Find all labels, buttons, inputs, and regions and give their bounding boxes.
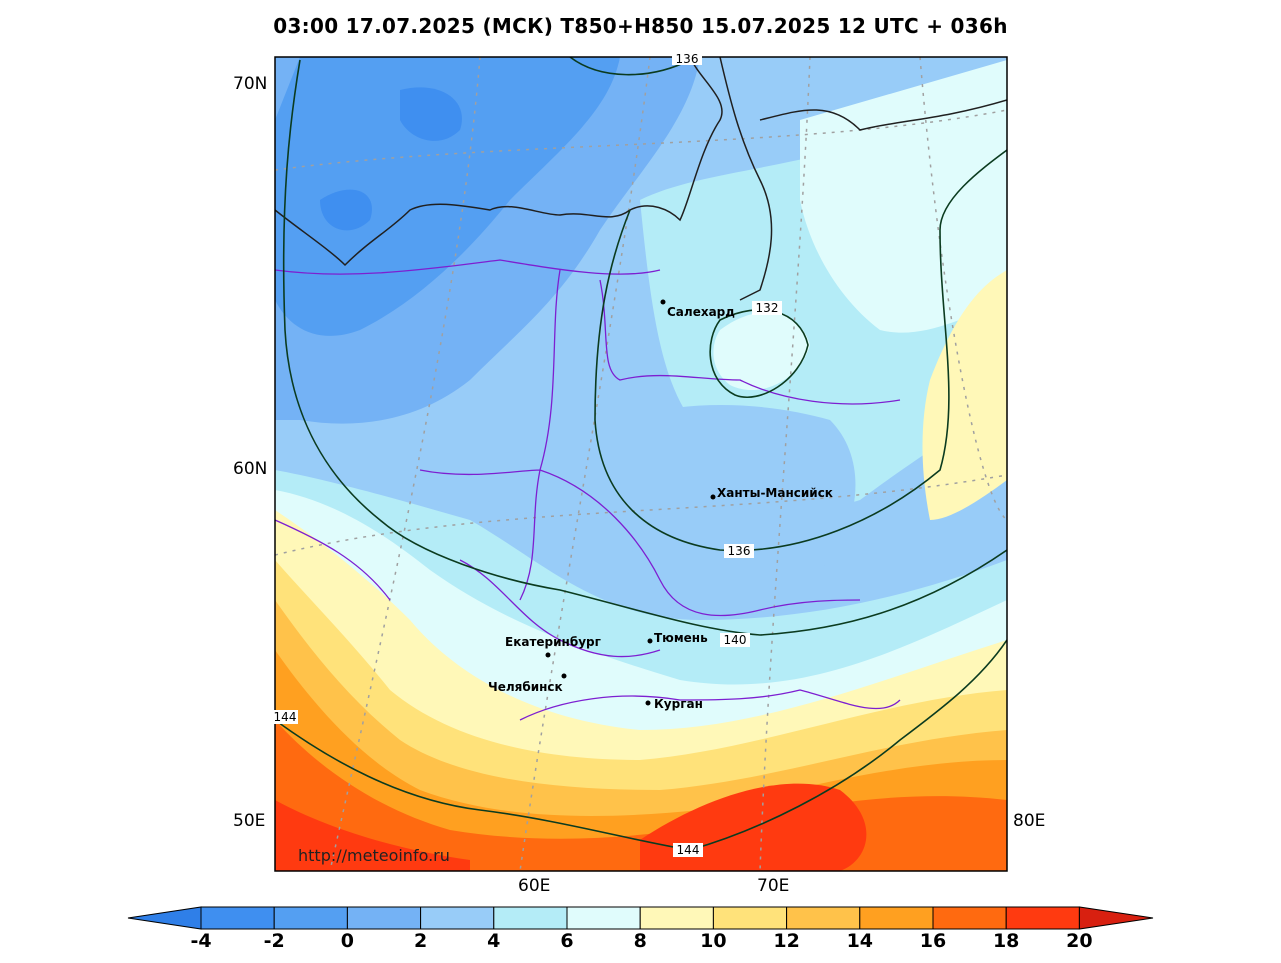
colorbar-segment xyxy=(420,906,495,930)
city-label-salekhard: Салехард xyxy=(667,305,735,319)
city-label-khanty-mansiysk: Ханты-Мансийск xyxy=(717,486,833,500)
colorbar-tick-label: 2 xyxy=(413,930,428,952)
coastline xyxy=(275,57,1007,301)
map-frame xyxy=(274,56,1008,872)
lon-label-70e: 70E xyxy=(757,876,790,896)
colorbar-segment xyxy=(639,906,714,930)
colorbar-segment xyxy=(346,906,422,930)
city-dot-yekaterinburg xyxy=(545,652,551,658)
lon-label-80e: 80E xyxy=(1013,811,1046,831)
colorbar-arrow-left xyxy=(127,906,202,930)
city-dot-salekhard xyxy=(660,299,666,305)
colorbar-tick-label: 16 xyxy=(919,930,947,952)
colorbar-segment xyxy=(493,906,568,930)
isohypses xyxy=(275,57,1007,851)
isohypse-label-136-top: 136 xyxy=(676,52,699,66)
colorbar-tick-label: 12 xyxy=(773,930,800,952)
city-dot-khanty-mansiysk xyxy=(710,494,716,500)
isohypse-label-144: 144 xyxy=(677,843,700,857)
lon-label-50e: 50E xyxy=(233,811,266,831)
colorbar-tick-label: 20 xyxy=(1066,930,1093,952)
watermark: http://meteoinfo.ru xyxy=(298,846,450,865)
isohypse-label-136: 136 xyxy=(728,544,751,558)
city-label-tyumen: Тюмень xyxy=(654,631,708,645)
graticule xyxy=(275,57,1007,871)
colorbar-segment xyxy=(932,906,1007,930)
colorbar-tick-label: 10 xyxy=(700,930,727,952)
temperature-field: http://meteoinfo.ru xyxy=(275,57,1007,871)
colorbar-tick-label: -2 xyxy=(263,930,285,952)
colorbar-segment xyxy=(273,906,348,930)
map-title: 03:00 17.07.2025 (МСК) T850+H850 15.07.2… xyxy=(273,14,1008,38)
admin-borders xyxy=(275,259,901,721)
colorbar-segment xyxy=(859,906,934,930)
colorbar-segment xyxy=(1005,906,1080,930)
city-label-yekaterinburg: Екатеринбург xyxy=(505,635,601,649)
colorbar-segment xyxy=(200,906,275,930)
city-dot-kurgan xyxy=(645,700,651,706)
lat-label-60n: 60N xyxy=(233,459,268,479)
colorbar-tick-label: 0 xyxy=(340,930,355,952)
colorbar-segment xyxy=(786,906,861,930)
colorbar-tick-label: 14 xyxy=(846,930,874,952)
city-dot-chelyabinsk xyxy=(561,673,567,679)
city-label-kurgan: Курган xyxy=(654,697,703,711)
colorbar-arrow-right xyxy=(1078,906,1154,930)
isohypse-labels: 136 132 136 140 144 144 xyxy=(272,52,782,857)
colorbar xyxy=(127,906,1154,930)
isohypse-label-132: 132 xyxy=(756,301,779,315)
colorbar-tick-label: 18 xyxy=(992,930,1020,952)
city-label-chelyabinsk: Челябинск xyxy=(488,680,563,694)
colorbar-segment xyxy=(566,906,641,930)
city-markers: Салехард Ханты-Мансийск Екатеринбург Тюм… xyxy=(488,299,833,711)
colorbar-segment xyxy=(712,906,788,930)
colorbar-tick-label: 4 xyxy=(487,930,501,952)
colorbar-tick-label: 8 xyxy=(633,930,647,952)
lat-label-70n: 70N xyxy=(233,74,268,94)
colorbar-tick-label: 6 xyxy=(560,930,574,952)
lon-label-60e: 60E xyxy=(518,876,551,896)
isohypse-label-140: 140 xyxy=(724,633,747,647)
isohypse-label-144-west: 144 xyxy=(274,710,297,724)
colorbar-tick-label: -4 xyxy=(190,930,212,952)
city-dot-tyumen xyxy=(647,638,653,644)
